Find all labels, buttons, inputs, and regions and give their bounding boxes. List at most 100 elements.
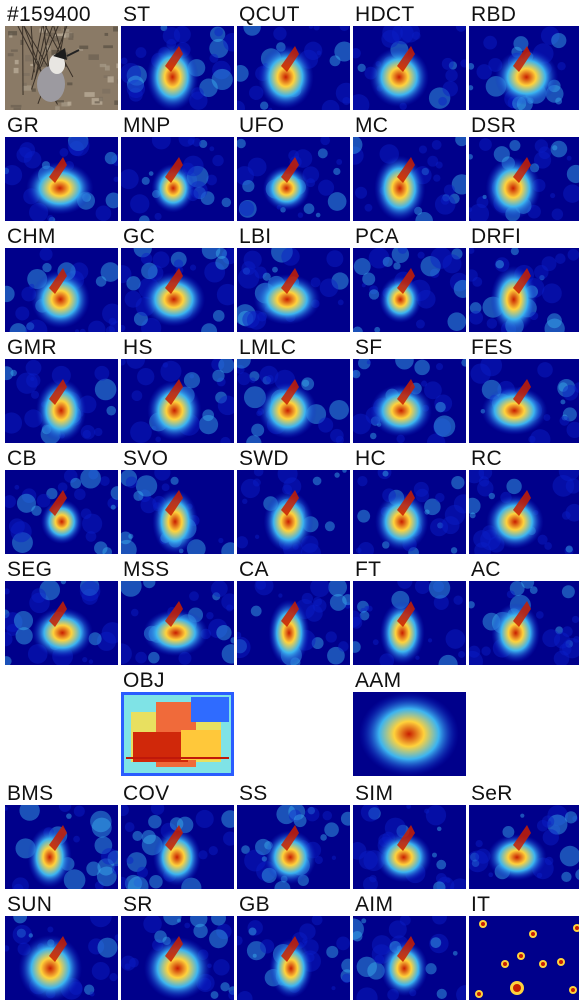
grid-cell: MC [353,113,466,221]
grid-cell: SIM [353,781,466,889]
heatmap-image [353,359,466,443]
heatmap-image [469,581,579,665]
method-label: RC [471,447,502,470]
saliency-map [353,359,466,443]
heatmap-image [469,248,579,332]
grid-cell: GC [121,224,234,332]
saliency-map [121,137,234,221]
method-label: DRFI [471,225,522,248]
heatmap-image [121,248,234,332]
saliency-map [237,805,350,889]
grid-cell: ST [121,2,234,110]
saliency-map [121,805,234,889]
method-label: UFO [239,114,285,137]
heatmap-image [353,26,466,110]
saliency-map [353,692,466,776]
method-label: PCA [355,225,400,248]
grid-cell: SEG [5,557,118,665]
method-label: FES [471,336,513,359]
saliency-map [353,470,466,554]
method-label: OBJ [123,669,165,692]
saliency-map [5,248,118,332]
grid-cell: SWD [237,446,350,554]
heatmap-image [121,805,234,889]
heatmap-image [5,359,118,443]
saliency-map [469,805,579,889]
method-label: GB [239,893,270,916]
grid-cell: SS [237,781,350,889]
method-label: AAM [355,669,402,692]
method-label: SUN [7,893,53,916]
method-label: QCUT [239,3,300,26]
method-label: SVO [123,447,169,470]
heatmap-image [353,692,466,776]
method-label: #159400 [7,3,91,26]
heatmap-image [5,805,118,889]
method-label: COV [123,782,170,805]
heatmap-image [5,248,118,332]
saliency-map [121,248,234,332]
heatmap-image [121,470,234,554]
heatmap-image [237,26,350,110]
saliency-map [237,26,350,110]
heatmap-image [237,248,350,332]
grid-cell: AC [469,557,579,665]
saliency-map [469,26,579,110]
grid-cell: PCA [353,224,466,332]
method-label: SS [239,782,268,805]
grid-cell: HS [121,335,234,443]
saliency-map [5,581,118,665]
heatmap-image [121,916,234,1000]
heatmap-image [353,805,466,889]
heatmap-image [121,359,234,443]
heatmap-image [121,26,234,110]
saliency-map [237,916,350,1000]
saliency-map [469,248,579,332]
method-label: ST [123,3,151,26]
grid-cell: QCUT [237,2,350,110]
source-photo [5,26,118,110]
saliency-map [469,137,579,221]
grid-cell: SeR [469,781,579,889]
saliency-map [5,137,118,221]
grid-cell: SF [353,335,466,443]
saliency-map [237,248,350,332]
method-label: RBD [471,3,517,26]
method-label: HC [355,447,386,470]
heatmap-image [5,470,118,554]
grid-cell: BMS [5,781,118,889]
saliency-map [469,470,579,554]
grid-cell: HDCT [353,2,466,110]
method-label: AIM [355,893,394,916]
grid-cell: DSR [469,113,579,221]
grid-cell: OBJ [121,668,234,776]
grid-cell: RC [469,446,579,554]
heatmap-image [353,137,466,221]
heatmap-image [237,470,350,554]
heatmap-image [469,359,579,443]
saliency-map [121,581,234,665]
grid-cell: GR [5,113,118,221]
grid-cell: HC [353,446,466,554]
grid-cell: DRFI [469,224,579,332]
grid-cell: SVO [121,446,234,554]
method-label: LBI [239,225,272,248]
method-label: SIM [355,782,394,805]
grid-cell: MSS [121,557,234,665]
saliency-map [353,248,466,332]
method-label: GC [123,225,156,248]
grid-cell: SUN [5,892,118,1000]
grid-cell: AIM [353,892,466,1000]
grid-cell: CB [5,446,118,554]
grid-cell: AAM [353,668,466,776]
heatmap-image [5,916,118,1000]
heatmap-image [469,26,579,110]
grid-cell: #159400 [5,2,118,110]
grid-cell: MNP [121,113,234,221]
heatmap-image [237,359,350,443]
saliency-map [5,805,118,889]
method-label: DSR [471,114,517,137]
heatmap-image [353,248,466,332]
saliency-map [353,26,466,110]
method-label: SeR [471,782,513,805]
